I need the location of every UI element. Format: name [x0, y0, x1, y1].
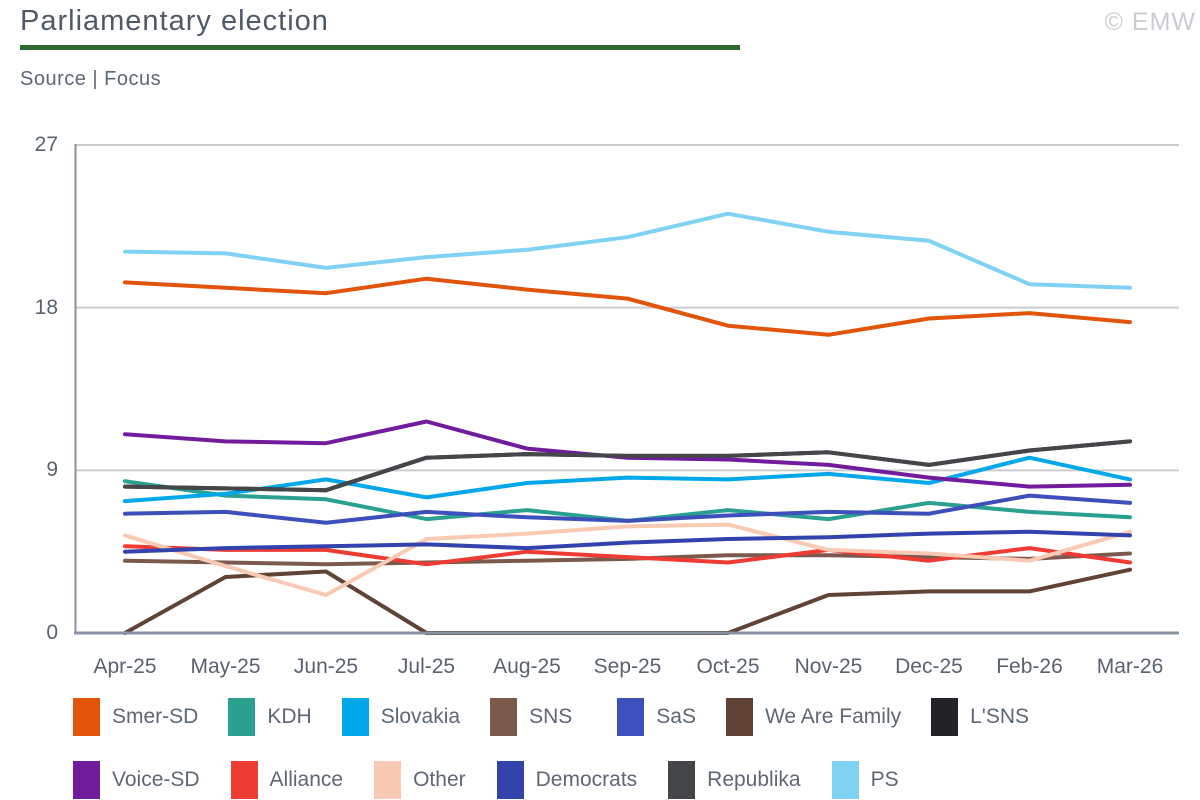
- legend-label: Republika: [707, 768, 801, 791]
- legend-label: KDH: [267, 705, 312, 728]
- x-tick-label: Nov-25: [794, 655, 863, 678]
- legend-swatch: [374, 761, 402, 799]
- x-tick-label: Feb-26: [996, 655, 1063, 678]
- x-tick-label: Mar-26: [1096, 655, 1164, 678]
- axes: [74, 144, 1179, 635]
- legend-swatch: [496, 761, 524, 799]
- legend-label: Alliance: [269, 768, 344, 791]
- legend-item-voice-sd[interactable]: Voice-SD: [73, 761, 200, 799]
- legend-swatch: [73, 698, 100, 736]
- series-line-sas: [123, 493, 1132, 525]
- legend-item-we-are-family[interactable]: We Are Family: [725, 698, 902, 736]
- x-tick-label: Aug-25: [493, 655, 561, 678]
- gridlines: [75, 144, 1179, 472]
- legend-swatch: [228, 698, 256, 736]
- legend-swatch: [341, 698, 369, 736]
- legend-label: Smer-SD: [112, 705, 199, 728]
- legend-item-l-sns[interactable]: L'SNS: [931, 698, 1029, 736]
- y-tick-label: 18: [34, 295, 58, 319]
- legend-swatch: [831, 761, 859, 799]
- legend-swatch: [931, 698, 959, 736]
- legend-item-sas[interactable]: SaS: [617, 698, 696, 736]
- series-line-democrats: [123, 529, 1132, 554]
- source-label: Source | Focus: [20, 68, 162, 90]
- legend-label: PS: [870, 768, 899, 791]
- legend-label: SaS: [656, 705, 696, 728]
- legend-row-2: Voice-SD Alliance Other Democrats Republika P…: [73, 761, 899, 799]
- legend-label: L'SNS: [970, 705, 1029, 728]
- series-lines: [123, 211, 1132, 635]
- x-tick-label: Dec-25: [895, 655, 963, 678]
- legend-item-kdh[interactable]: KDH: [228, 698, 312, 736]
- series-line-slovakia: [123, 455, 1132, 504]
- legend-label: Democrats: [535, 768, 638, 791]
- legend-item-slovakia[interactable]: Slovakia: [341, 698, 461, 736]
- legend-item-ps[interactable]: PS: [831, 761, 899, 799]
- legend-label: SNS: [529, 705, 573, 728]
- x-tick-label: Oct-25: [696, 655, 760, 678]
- legend-label: We Are Family: [764, 705, 902, 728]
- legend-label: Voice-SD: [112, 768, 200, 791]
- legend-swatch: [725, 698, 753, 736]
- x-tick-label: Apr-25: [93, 655, 157, 678]
- watermark: © EMW: [1104, 8, 1196, 36]
- x-tick-label: May-25: [190, 655, 261, 678]
- y-tick-label: 27: [34, 133, 58, 156]
- x-tick-label: Jul-25: [397, 655, 456, 678]
- legend-swatch: [617, 698, 645, 736]
- legend-label: Slovakia: [380, 705, 461, 728]
- series-line-smer-sd: [123, 276, 1132, 337]
- legend-swatch: [73, 761, 100, 799]
- legend-item-other[interactable]: Other: [374, 761, 466, 799]
- title-underline: [20, 45, 740, 50]
- series-line-republika: [123, 439, 1132, 493]
- x-tick-label: Sep-25: [593, 655, 662, 678]
- x-tick-label: Jun-25: [293, 655, 359, 678]
- legend-swatch: [490, 698, 518, 736]
- series-line-other: [123, 522, 1132, 597]
- y-tick-label: 0: [46, 621, 58, 644]
- legend-item-alliance[interactable]: Alliance: [230, 761, 344, 799]
- page-title: Parliamentary election: [20, 5, 329, 37]
- y-tick-label: 9: [46, 458, 58, 482]
- legend-item-sns[interactable]: SNS: [490, 698, 572, 736]
- legend-swatch: [230, 761, 258, 799]
- legend-row-1: Smer-SD KDH Slovakia SNS SaS We Are Family L'S…: [73, 698, 1029, 736]
- legend-item-republika[interactable]: Republika: [668, 761, 801, 799]
- legend-item-democrats[interactable]: Democrats: [496, 761, 638, 799]
- series-line-ps: [123, 211, 1132, 290]
- legend-swatch: [668, 761, 696, 799]
- legend-label: Other: [413, 768, 466, 791]
- legend-item-smer-sd[interactable]: Smer-SD: [73, 698, 198, 736]
